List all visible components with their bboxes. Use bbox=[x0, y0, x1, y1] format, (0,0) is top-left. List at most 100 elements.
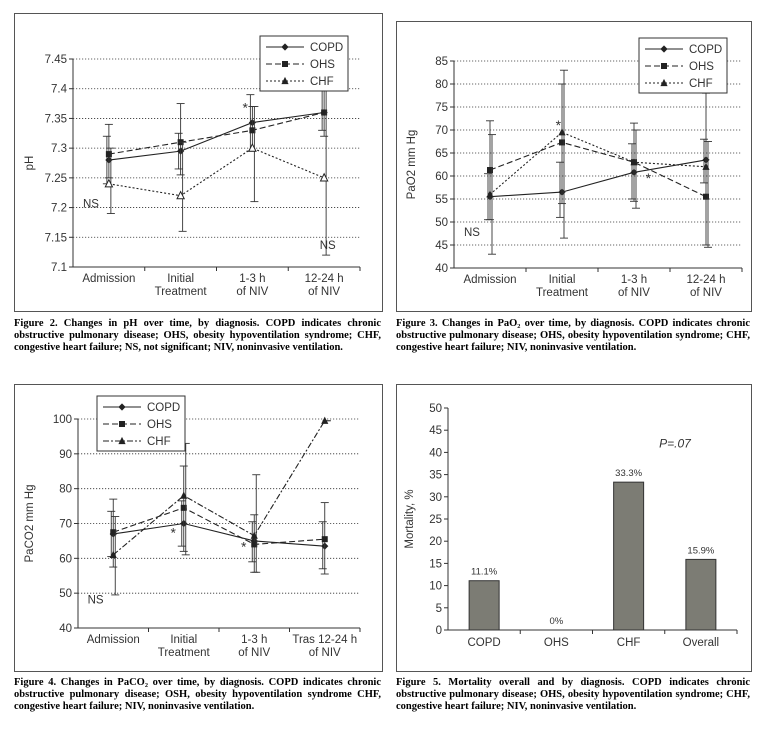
figure-4-caption: Figure 4. Changes in PaCO₂ over time, by… bbox=[14, 677, 381, 713]
y-tick-label: 60 bbox=[59, 553, 72, 565]
legend-marker bbox=[660, 45, 668, 53]
data-point-chf bbox=[176, 190, 186, 200]
significance-marker: * bbox=[646, 170, 652, 186]
ns-label: NS bbox=[88, 595, 104, 607]
data-point-chf bbox=[321, 416, 329, 424]
y-tick-label: 50 bbox=[435, 217, 448, 229]
bar-value-label: 11.1% bbox=[471, 567, 498, 578]
ns-label: NS bbox=[320, 240, 336, 252]
series-line-copd bbox=[489, 159, 707, 198]
y-axis-label: pH bbox=[24, 156, 36, 171]
y-tick-label: 45 bbox=[435, 240, 448, 252]
bar-value-label: 0% bbox=[550, 616, 564, 627]
data-point-ohs bbox=[559, 139, 565, 146]
legend-label: CHF bbox=[689, 78, 713, 90]
legend-marker bbox=[660, 78, 668, 87]
y-axis-label: PaO2 mm Hg bbox=[406, 130, 418, 200]
ns-label: NS bbox=[83, 199, 99, 211]
y-tick-label: 5 bbox=[436, 603, 442, 615]
x-tick-label: 1-3 h bbox=[621, 274, 647, 286]
y-tick-label: 7.3 bbox=[51, 143, 67, 155]
data-point-ohs bbox=[487, 167, 493, 174]
data-point-ohs bbox=[249, 127, 256, 134]
bar-value-label: 15.9% bbox=[687, 545, 714, 556]
y-tick-label: 50 bbox=[59, 588, 72, 600]
y-tick-label: 30 bbox=[429, 492, 442, 504]
pao2-chart: 40 45 50 55 60 65 70 75 80 85 Admission InitialTrea… bbox=[406, 37, 743, 299]
caption-lead: Figure 5. bbox=[396, 677, 441, 688]
figure-2-panel: 7.1 7.15 7.2 7.25 7.3 7.35 7.4 7.45 Admission Ini… bbox=[14, 13, 383, 312]
figure-5-caption: Figure 5. Mortality overall and by diagn… bbox=[396, 677, 750, 713]
series-line-copd bbox=[108, 111, 325, 161]
x-tick-label: of NIV bbox=[690, 287, 722, 299]
x-tick-label: OHS bbox=[544, 637, 569, 649]
y-tick-label: 10 bbox=[429, 581, 442, 593]
y-tick-label: 100 bbox=[53, 414, 72, 426]
x-tick-label: CHF bbox=[617, 637, 641, 649]
y-tick-label: 15 bbox=[429, 558, 442, 570]
caption-text: Changes in pH over time, by diagnosis. C… bbox=[14, 318, 381, 353]
bar-value-label: 33.3% bbox=[615, 468, 642, 479]
x-tick-label: 12-24 h bbox=[305, 273, 344, 285]
x-tick-label: of NIV bbox=[238, 647, 270, 659]
series-line-chf bbox=[108, 147, 325, 197]
data-point-chf bbox=[109, 550, 117, 558]
y-tick-label: 0 bbox=[436, 625, 442, 637]
y-tick-label: 80 bbox=[59, 484, 72, 496]
y-tick-label: 25 bbox=[429, 514, 442, 526]
figure-3-panel: 40 45 50 55 60 65 70 75 80 85 Admission Initial Trea… bbox=[396, 21, 752, 312]
data-point-ohs bbox=[105, 151, 112, 158]
y-tick-label: 20 bbox=[429, 536, 442, 548]
figure-4-panel: 40 50 60 70 80 90 100 Admission Initial Treatment… bbox=[14, 384, 383, 672]
y-tick-label: 90 bbox=[59, 449, 72, 461]
y-axis-label: Mortality, % bbox=[404, 489, 416, 548]
x-tick-label: Initial bbox=[170, 634, 197, 646]
data-point-chf bbox=[104, 178, 114, 188]
y-tick-label: 50 bbox=[429, 403, 442, 415]
x-tick-label: Treatment bbox=[536, 287, 589, 299]
data-point-ohs bbox=[703, 193, 709, 200]
x-tick-label: Treatment bbox=[158, 647, 211, 659]
y-tick-label: 7.1 bbox=[51, 262, 67, 274]
bar-chf bbox=[613, 481, 645, 631]
data-point-chf bbox=[702, 162, 710, 170]
figure-5-panel: 0 5 10 15 20 25 30 35 40 45 50 Mortality, % COPD 11.1… bbox=[396, 384, 752, 672]
data-point-chf bbox=[247, 142, 257, 152]
x-tick-label: Admission bbox=[463, 274, 516, 286]
ph-chart: 7.1 7.15 7.2 7.25 7.3 7.35 7.4 7.45 Admission Ini… bbox=[24, 35, 361, 298]
legend-marker bbox=[118, 436, 126, 445]
x-tick-label: 12-24 h bbox=[686, 274, 725, 286]
y-tick-label: 7.15 bbox=[45, 232, 67, 244]
legend-label: CHF bbox=[147, 436, 171, 448]
x-tick-label: of NIV bbox=[618, 287, 650, 299]
y-tick-label: 7.2 bbox=[51, 203, 67, 215]
ns-label: NS bbox=[464, 227, 480, 239]
y-tick-label: 45 bbox=[429, 425, 442, 437]
y-tick-label: 7.35 bbox=[45, 113, 67, 125]
y-tick-label: 35 bbox=[429, 470, 442, 482]
significance-marker: * bbox=[170, 524, 176, 540]
y-tick-label: 70 bbox=[435, 125, 448, 137]
data-point-ohs bbox=[180, 504, 187, 511]
legend-marker bbox=[281, 76, 289, 85]
figure-2-caption: Figure 2. Changes in pH over time, by di… bbox=[14, 318, 381, 354]
x-tick-label: of NIV bbox=[309, 647, 341, 659]
x-tick-label: COPD bbox=[468, 637, 501, 649]
y-tick-label: 75 bbox=[435, 102, 448, 114]
caption-text: Changes in PaO₂ over time, by diagnosis.… bbox=[396, 318, 750, 353]
legend-label: COPD bbox=[689, 44, 722, 56]
x-tick-label: Treatment bbox=[155, 286, 208, 298]
bar-overall bbox=[685, 558, 717, 631]
data-point-ohs bbox=[321, 109, 328, 116]
y-tick-label: 7.25 bbox=[45, 173, 67, 185]
legend-label: OHS bbox=[310, 59, 335, 71]
caption-lead: Figure 3. bbox=[396, 318, 438, 329]
y-tick-label: 7.45 bbox=[45, 54, 67, 66]
caption-text: Changes in PaCO₂ over time, by diagnosis… bbox=[14, 677, 382, 712]
data-point-chf bbox=[486, 190, 494, 198]
data-point-ohs bbox=[251, 541, 258, 548]
x-tick-label: Initial bbox=[167, 273, 194, 285]
caption-text: Mortality overall and by diagnosis. COPD… bbox=[396, 677, 751, 712]
y-tick-label: 55 bbox=[435, 194, 448, 206]
data-point-ohs bbox=[110, 529, 117, 536]
